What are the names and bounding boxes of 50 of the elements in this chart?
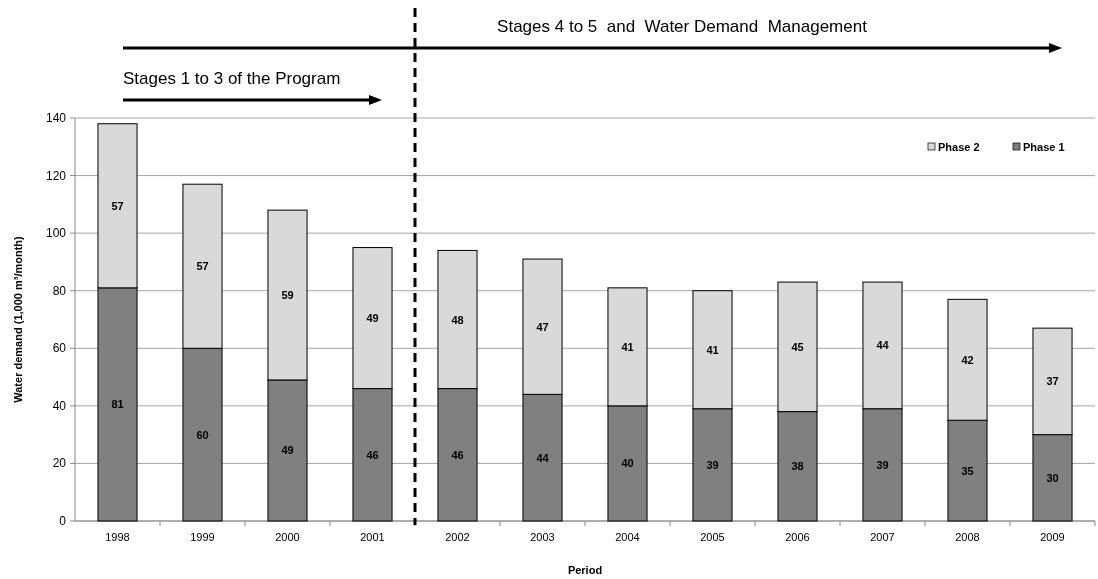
x-tick-label: 2006 [785, 531, 810, 543]
data-label: 59 [281, 289, 294, 302]
data-label: 57 [196, 260, 209, 273]
x-tick-label: 2002 [445, 531, 470, 543]
x-tick-label: 1999 [190, 531, 215, 543]
data-label: 39 [706, 458, 719, 471]
data-label: 81 [111, 398, 124, 411]
data-label: 57 [111, 199, 124, 212]
x-tick-label: 2001 [360, 531, 385, 543]
data-label: 37 [1046, 375, 1059, 388]
x-axis-title: Period [567, 564, 603, 576]
data-label: 44 [876, 339, 890, 352]
x-tick-label: 2004 [615, 531, 640, 543]
x-tick-label: 2009 [1040, 531, 1065, 543]
y-axis-title: Water demand (1,000 m³/month) [12, 235, 24, 403]
x-tick-label: 2000 [275, 531, 300, 543]
text: Stages 4 to 5 and Water Demand Management [497, 17, 868, 36]
y-tick-label: 0 [59, 514, 67, 528]
data-label: 42 [961, 353, 974, 366]
y-tick-label: 100 [45, 226, 67, 241]
data-label: 39 [876, 458, 889, 471]
x-tick-label: 2007 [870, 531, 895, 543]
y-tick-label: 120 [45, 168, 67, 183]
x-tick-label: 2005 [700, 531, 725, 543]
data-label: 49 [281, 444, 294, 457]
data-label: 41 [706, 343, 719, 356]
data-label: 46 [366, 448, 379, 461]
y-tick-label: 20 [52, 456, 67, 471]
x-tick-label: 2003 [530, 531, 555, 543]
data-label: 30 [1046, 471, 1059, 484]
legend-label: Phase 1 [1023, 141, 1065, 153]
data-label: 47 [536, 320, 549, 333]
data-label: 48 [451, 313, 464, 326]
data-label: 40 [621, 457, 634, 470]
y-tick-label: 80 [52, 283, 67, 298]
data-label: 35 [961, 464, 974, 477]
data-label: 60 [196, 428, 209, 441]
y-tick-label: 60 [52, 341, 67, 356]
data-label: 45 [791, 340, 804, 353]
data-label: 44 [536, 451, 550, 464]
x-tick-label: 2008 [955, 531, 980, 543]
text: Stages 1 to 3 of the Program [123, 69, 341, 88]
legend-label: Phase 2 [938, 141, 980, 153]
data-label: 46 [451, 448, 464, 461]
y-tick-label: 40 [52, 398, 67, 413]
data-label: 38 [791, 460, 804, 473]
y-tick-label: 140 [45, 111, 67, 125]
data-label: 49 [366, 312, 379, 325]
x-tick-label: 1998 [105, 531, 130, 543]
data-label: 41 [621, 340, 634, 353]
